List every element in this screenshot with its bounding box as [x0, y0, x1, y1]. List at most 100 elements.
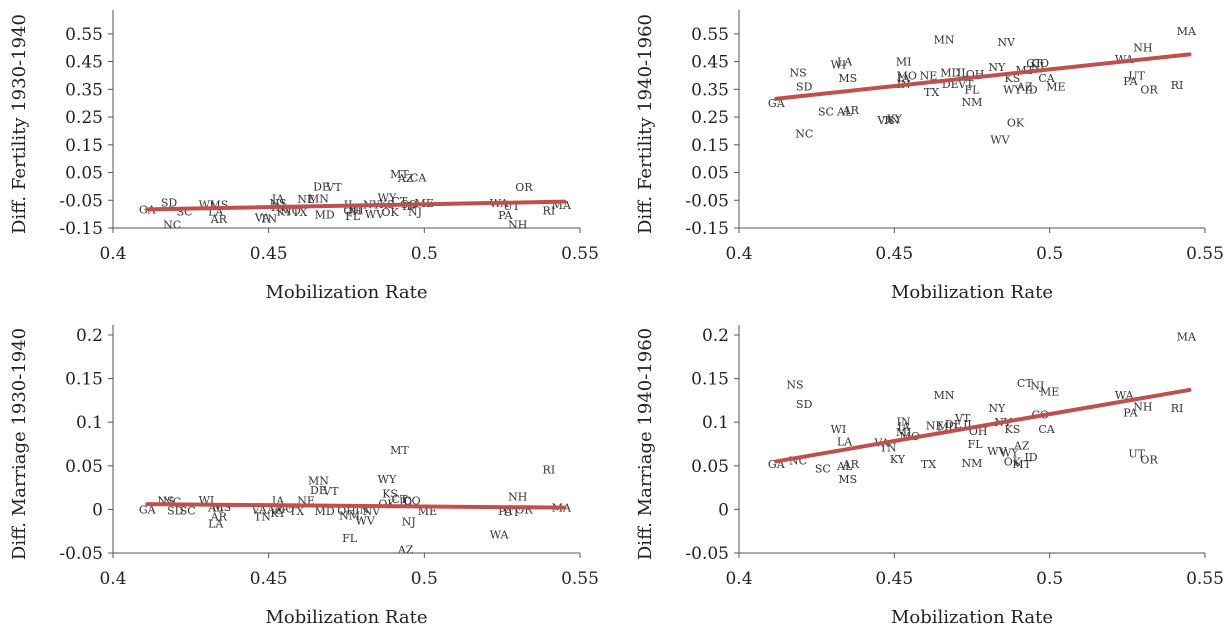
- point-label-nj: NJ: [1030, 380, 1044, 393]
- point-label-de: DE: [313, 180, 330, 193]
- point-label-fl: FL: [342, 532, 358, 545]
- scatter-panel-3: -0.05 0 0.05 0.1 0.15 0.2 0.4 0.45 0.5 0.55 Mobili…: [9, 325, 599, 628]
- point-label-tx: TX: [921, 458, 936, 471]
- x-axis-title: Mobilization Rate: [891, 607, 1053, 628]
- point-label-mn: MN: [934, 33, 955, 46]
- point-label-va: VA: [876, 114, 893, 127]
- point-label-or: OR: [1140, 83, 1158, 96]
- scatter-panel-1: -0.15 -0.05 0.05 0.15 0.25 0.35 0.45 0.55 0.4 0.4…: [9, 10, 599, 303]
- point-label-ct: CT: [392, 493, 408, 506]
- point-label-fl: FL: [968, 438, 984, 451]
- y-tick-label: 0.05: [65, 164, 103, 184]
- point-label-ar: AR: [842, 104, 860, 117]
- x-tick-label: 0.45: [875, 244, 913, 264]
- y-tick-label: -0.05: [685, 191, 729, 211]
- y-tick-label: 0.2: [76, 326, 103, 346]
- point-label-vt: VT: [954, 412, 971, 425]
- y-tick-label: 0.15: [691, 370, 729, 390]
- y-tick-label: -0.05: [685, 544, 729, 564]
- point-label-ia: IA: [272, 192, 285, 205]
- point-label-ct: CT: [1026, 57, 1042, 70]
- point-label-wi: WI: [831, 58, 847, 71]
- point-label-wv: WV: [356, 515, 376, 528]
- y-tick-label: 0.25: [65, 108, 103, 128]
- y-tick-label: 0.1: [76, 413, 103, 433]
- x-tick-label: 0.55: [1186, 569, 1224, 589]
- x-tick-label: 0.5: [1036, 569, 1063, 589]
- y-tick-label: 0.55: [65, 25, 103, 45]
- point-label-mi: MI: [896, 56, 912, 69]
- point-label-ut: UT: [1128, 448, 1145, 461]
- point-label-sd: SD: [161, 196, 178, 209]
- point-label-ms: MS: [838, 473, 857, 486]
- point-label-ky: KY: [270, 507, 286, 520]
- point-label-md: MD: [315, 505, 335, 518]
- point-label-az: AZ: [1013, 440, 1030, 453]
- point-label-tn: TN: [883, 114, 900, 127]
- point-label-az: AZ: [397, 544, 414, 557]
- point-label-ar: AR: [210, 213, 228, 226]
- point-label-nh: NH: [1133, 401, 1152, 414]
- point-label-de: DE: [945, 418, 962, 431]
- point-label-ny: NY: [988, 402, 1006, 415]
- x-axis-title: Mobilization Rate: [266, 607, 428, 628]
- y-axis-title: Diff. Marriage 1940-1960: [635, 328, 656, 560]
- point-label-ok: OK: [1004, 455, 1022, 468]
- point-label-ns: NS: [789, 67, 806, 80]
- point-label-mo: MO: [897, 69, 917, 82]
- point-label-ms: MS: [838, 72, 857, 85]
- point-label-ne: NE: [920, 69, 938, 82]
- point-label-mn: MN: [934, 389, 955, 402]
- x-axis-title: Mobilization Rate: [891, 282, 1053, 303]
- point-label-ky: KY: [887, 112, 903, 125]
- point-label-in: IN: [897, 415, 911, 428]
- point-label-tn: TN: [254, 510, 271, 523]
- x-tick-label: 0.45: [875, 569, 913, 589]
- x-tick-label: 0.55: [1186, 244, 1224, 264]
- y-tick-label: -0.15: [59, 219, 103, 239]
- point-label-tn: TN: [260, 212, 277, 225]
- point-label-pa: PA: [498, 209, 513, 222]
- point-label-vt: VT: [325, 181, 342, 194]
- point-label-ri: RI: [1171, 402, 1184, 415]
- y-axis-title: Diff. Marriage 1930-1940: [9, 328, 30, 560]
- point-label-wy: WY: [378, 191, 397, 204]
- x-tick-label: 0.5: [1036, 244, 1063, 264]
- x-axis-title: Mobilization Rate: [266, 282, 428, 303]
- point-label-sc: SC: [180, 504, 196, 517]
- point-label-la: LA: [837, 56, 853, 69]
- point-label-nj: NJ: [408, 205, 422, 218]
- point-label-al: AL: [836, 106, 853, 119]
- point-label-ia: IA: [898, 72, 911, 85]
- point-label-nc: NC: [795, 128, 813, 141]
- point-label-la: LA: [837, 435, 853, 448]
- point-label-sd: SD: [796, 398, 813, 411]
- point-label-fl: FL: [345, 210, 361, 223]
- point-label-tx: TX: [924, 86, 939, 99]
- point-label-pa: PA: [1123, 407, 1138, 420]
- point-label-nc: NC: [163, 219, 181, 232]
- point-label-ut: UT: [1128, 69, 1145, 82]
- point-label-al: AL: [836, 460, 853, 473]
- point-label-nm: NM: [962, 457, 983, 470]
- point-label-ri: RI: [1171, 79, 1184, 92]
- point-label-sc: SC: [815, 462, 831, 475]
- scatter-panel-4: -0.05 0 0.05 0.1 0.15 0.2 0.4 0.45 0.5 0.55 Mobili…: [635, 325, 1224, 628]
- trend-line: [145, 502, 567, 510]
- y-axis-title: Diff. Fertility 1930-1940: [9, 14, 30, 234]
- point-label-vt: VT: [957, 78, 974, 91]
- y-tick-label: 0.15: [691, 136, 729, 156]
- point-label-mn: MN: [308, 475, 329, 488]
- point-label-co: CO: [1032, 57, 1049, 70]
- x-tick-label: 0.55: [561, 244, 599, 264]
- point-label-ct: CT: [1017, 377, 1033, 390]
- point-label-nh: NH: [508, 490, 527, 503]
- y-tick-label: 0.05: [691, 457, 729, 477]
- point-label-wa: WA: [490, 529, 510, 542]
- point-label-pa: PA: [1123, 75, 1138, 88]
- point-label-wv: WV: [987, 445, 1007, 458]
- y-tick-label: 0.25: [691, 108, 729, 128]
- point-label-tx: TX: [292, 206, 307, 219]
- scatter-panel-2: -0.15 -0.05 0.05 0.15 0.25 0.35 0.45 0.55 0.4 0.4…: [635, 10, 1224, 303]
- point-label-ca: CA: [410, 172, 427, 185]
